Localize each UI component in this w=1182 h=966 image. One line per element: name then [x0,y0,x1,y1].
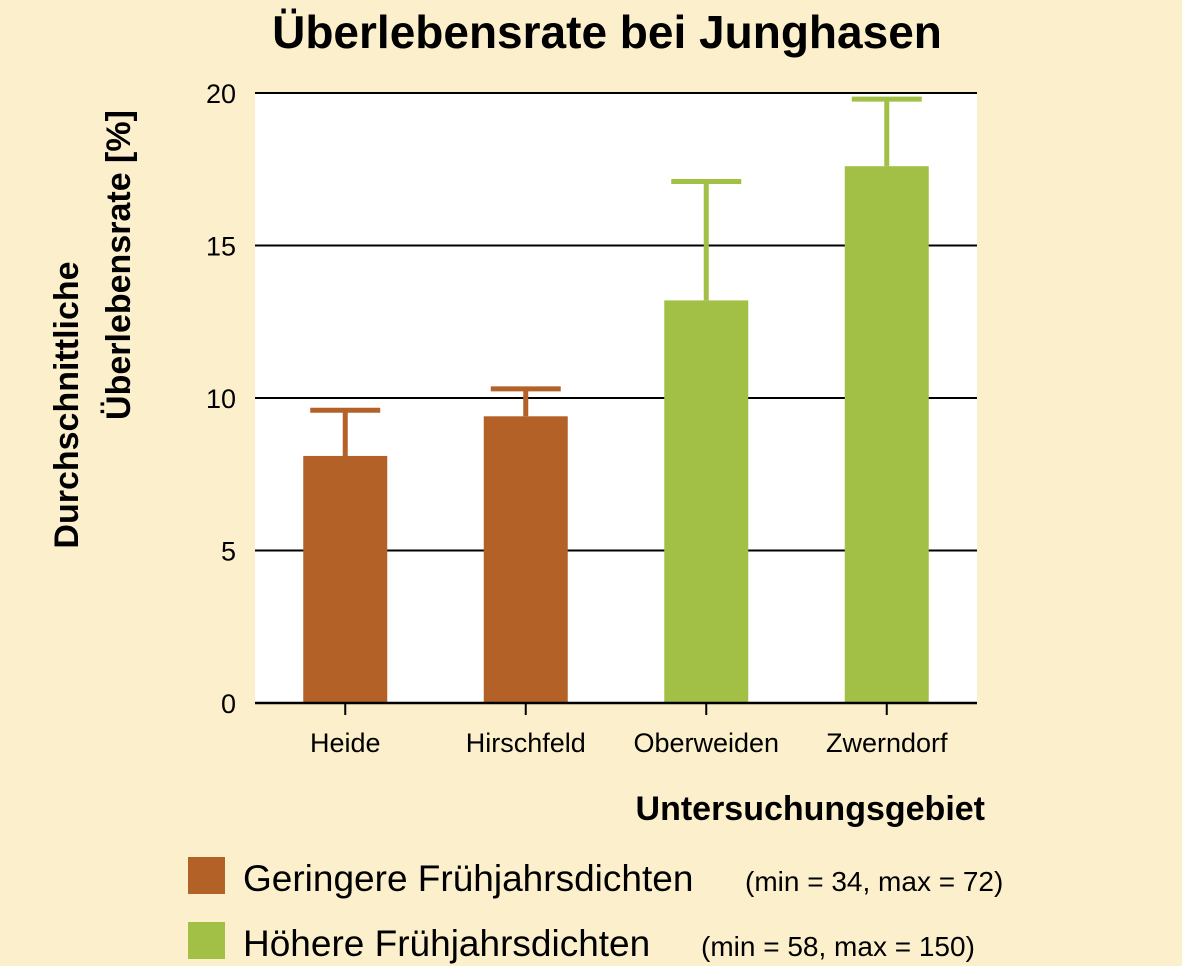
x-axis-label: Untersuchungsgebiet [636,790,985,828]
x-tick-label-oberweiden: Oberweiden [633,728,779,758]
x-tick-label-hirschfeld: Hirschfeld [466,728,586,758]
error-bars [310,96,922,456]
legend-label-hoehere: Höhere Frühjahrsdichten [243,923,650,964]
chart-title: Überlebensrate bei Junghasen [272,6,942,58]
bar-hirschfeld [483,416,568,703]
y-axis-label-line-2: Überlebensrate [%] [100,110,138,420]
x-tick-label-zwerndorf: Zwerndorf [826,728,948,758]
legend-note-geringere: (min = 34, max = 72) [745,866,1003,897]
x-axis: Heide Hirschfeld Oberweiden Zwerndorf [255,701,977,758]
y-axis-label-line-1: Durchschnittliche [48,261,86,548]
legend-label-geringere: Geringere Frühjahrsdichten [243,858,693,899]
x-tick-label-heide: Heide [310,728,381,758]
legend-item-geringere: Geringere Frühjahrsdichten (min = 34, ma… [188,857,1003,899]
legend-note-hoehere: (min = 58, max = 150) [701,931,975,962]
bar-heide [303,455,388,703]
y-tick-labels: 0 5 10 15 20 [206,79,236,719]
legend: Geringere Frühjahrsdichten (min = 34, ma… [188,857,1003,964]
legend-item-hoehere: Höhere Frühjahrsdichten (min = 58, max =… [188,922,975,964]
y-tick-label: 5 [221,537,236,567]
legend-swatch-geringere [188,857,225,894]
y-tick-label: 10 [206,384,236,414]
bars [303,166,929,703]
y-tick-label: 20 [206,79,236,109]
y-tick-label: 15 [206,232,236,262]
bar-oberweiden [664,300,749,703]
legend-swatch-hoehere [188,922,225,959]
y-tick-label: 0 [221,689,236,719]
bar-zwerndorf [844,166,929,703]
